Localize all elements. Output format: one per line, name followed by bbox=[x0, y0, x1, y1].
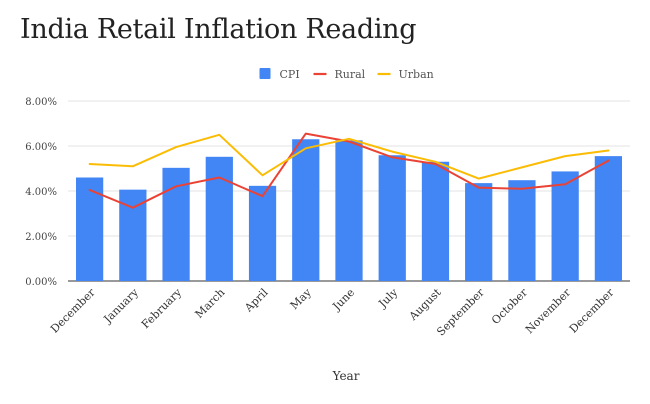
x-tick-label: February bbox=[139, 285, 185, 331]
cpi-bar bbox=[248, 185, 277, 281]
cpi-bar bbox=[551, 171, 579, 281]
cpi-bar bbox=[594, 156, 623, 281]
y-tick-label: 6.00% bbox=[25, 142, 57, 153]
cpi-bar bbox=[465, 183, 493, 281]
legend-label-rural: Rural bbox=[335, 68, 366, 81]
x-axis-title: Year bbox=[332, 369, 360, 383]
x-tick-label: December bbox=[567, 285, 617, 335]
y-tick-label: 4.00% bbox=[25, 187, 57, 198]
cpi-bar bbox=[421, 161, 450, 281]
y-tick-label: 8.00% bbox=[25, 97, 57, 108]
x-tick-label: October bbox=[489, 285, 531, 327]
x-tick-label: July bbox=[375, 285, 400, 310]
chart-title: India Retail Inflation Reading bbox=[20, 14, 417, 45]
cpi-bar bbox=[335, 140, 363, 281]
x-tick-label: September bbox=[434, 285, 487, 338]
x-tick-label: November bbox=[523, 285, 574, 336]
chart-legend: CPI Rural Urban bbox=[259, 68, 434, 81]
cpi-bar bbox=[378, 155, 406, 281]
x-tick-label: March bbox=[193, 286, 228, 321]
cpi-bar bbox=[205, 156, 233, 281]
x-tick-label: May bbox=[288, 285, 315, 312]
x-tick-label: August bbox=[406, 286, 444, 324]
y-tick-label: 2.00% bbox=[25, 232, 57, 243]
cpi-bars bbox=[75, 139, 623, 281]
x-tick-label: April bbox=[241, 286, 271, 316]
chart-gridlines: 0.00% 2.00% 4.00% 6.00% 8.00% bbox=[25, 97, 630, 288]
legend-label-urban: Urban bbox=[399, 68, 434, 81]
series-lines bbox=[88, 132, 610, 209]
x-tick-label: June bbox=[329, 286, 357, 314]
legend-swatch-cpi bbox=[259, 68, 271, 79]
cpi-bar bbox=[75, 177, 104, 281]
x-tick-label: December bbox=[48, 285, 98, 335]
rural-line bbox=[88, 132, 610, 209]
x-tick-label: January bbox=[101, 285, 142, 326]
y-tick-label: 0.00% bbox=[25, 277, 57, 288]
cpi-bar bbox=[292, 139, 320, 281]
urban-line bbox=[88, 133, 610, 180]
legend-label-cpi: CPI bbox=[280, 68, 300, 81]
cpi-bar bbox=[508, 180, 536, 281]
